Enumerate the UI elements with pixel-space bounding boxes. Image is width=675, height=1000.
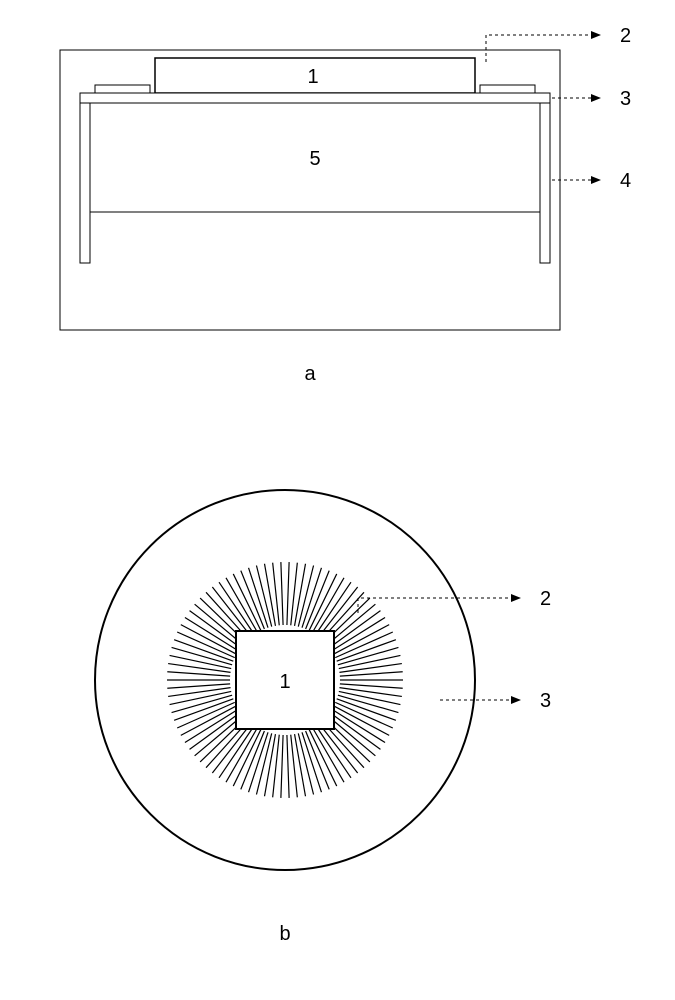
diagram-container: 1 5 2 3 4 a <box>0 0 675 1000</box>
callout-4a: 4 <box>552 170 631 192</box>
label-5: 5 <box>309 148 320 170</box>
small-block-left <box>95 85 150 93</box>
plate <box>80 93 550 103</box>
leg-right <box>540 103 550 263</box>
small-block-right <box>480 85 535 93</box>
subfigure-label-b: b <box>279 923 290 945</box>
callout-3b-label: 3 <box>540 690 551 712</box>
leg-left <box>80 103 90 263</box>
callout-3a: 3 <box>552 88 631 110</box>
callout-2a-label: 2 <box>620 25 631 47</box>
label-1a: 1 <box>307 66 318 88</box>
figure-a: 1 5 2 3 4 a <box>60 25 631 385</box>
label-1b: 1 <box>279 671 290 693</box>
callout-2a: 2 <box>486 25 631 62</box>
figure-b: 1 2 3 b <box>95 490 551 945</box>
callout-3a-label: 3 <box>620 88 631 110</box>
diagram-svg: 1 5 2 3 4 a <box>0 0 675 1000</box>
callout-4a-label: 4 <box>620 170 631 192</box>
subfigure-label-a: a <box>304 363 316 385</box>
callout-2b-label: 2 <box>540 588 551 610</box>
